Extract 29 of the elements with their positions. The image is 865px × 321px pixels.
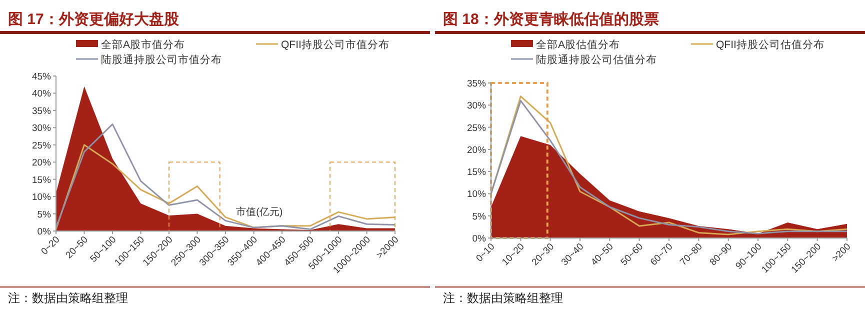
y-tick-label: 20% xyxy=(466,144,487,156)
y-tick-label: 35% xyxy=(466,78,487,90)
y-tick-label: 25% xyxy=(32,140,52,152)
legend-label: 全部A股市值分布 xyxy=(101,38,186,51)
y-tick-label: 5% xyxy=(472,211,487,222)
legend-label: QFII持股公司估值分布 xyxy=(716,39,824,51)
text: 注：数据由策略组整理 xyxy=(8,291,128,305)
y-tick-label: 10% xyxy=(32,192,52,204)
legend-label: 陆股通持股公司市值分布 xyxy=(101,53,222,66)
y-tick-label: 20% xyxy=(32,158,52,169)
x-axis-title: 市值(亿元) xyxy=(236,206,283,218)
y-tick-label: 0% xyxy=(37,226,52,238)
legend-label: 全部A股估值分布 xyxy=(536,38,620,51)
y-tick-label: 35% xyxy=(32,106,52,117)
y-tick-label: 40% xyxy=(32,88,52,100)
legend-label: 陆股通持股公司估值分布 xyxy=(536,53,657,66)
text: 注：数据由策略组整理 xyxy=(443,291,563,305)
y-tick-label: 5% xyxy=(37,209,52,220)
y-tick-label: 0% xyxy=(472,234,487,244)
y-tick-label: 25% xyxy=(466,122,487,134)
legend-label: QFII持股公司市值分布 xyxy=(281,38,390,51)
chart-title: 图 18：外资更青睐低估值的股票 xyxy=(443,11,659,28)
y-tick-label: 45% xyxy=(32,72,52,82)
chart-title: 图 17：外资更偏好大盘股 xyxy=(8,11,180,28)
y-tick-label: 30% xyxy=(466,100,487,112)
y-tick-label: 30% xyxy=(32,123,52,134)
y-tick-label: 10% xyxy=(466,189,487,200)
y-tick-label: 15% xyxy=(32,174,52,186)
y-tick-label: 15% xyxy=(466,167,487,178)
